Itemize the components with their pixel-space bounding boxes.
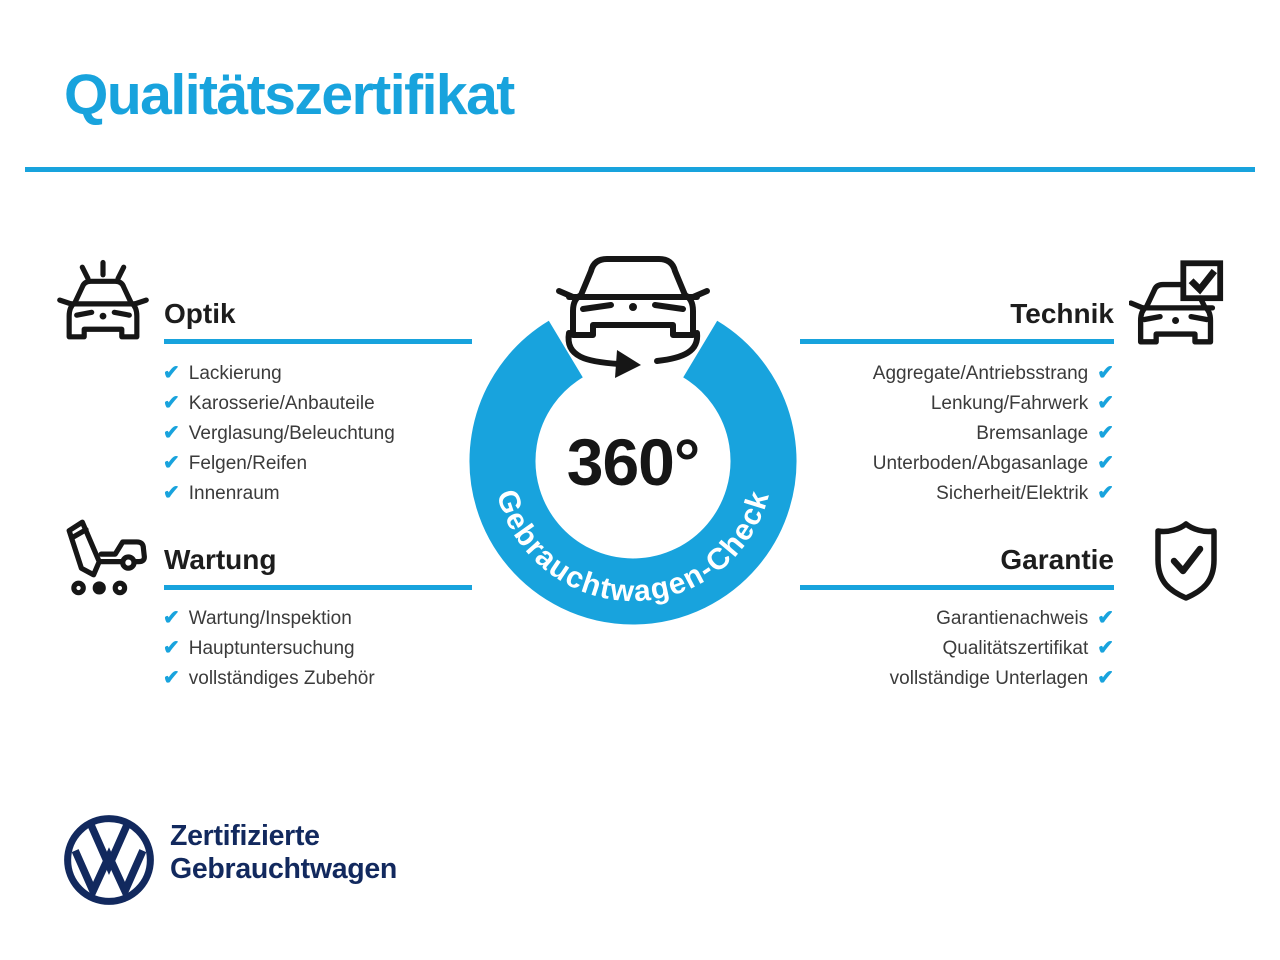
list-item-label: Lackierung (188, 363, 282, 384)
list-item: ✔ vollständige Unterlagen (754, 664, 1114, 694)
ring-shape (469, 320, 797, 625)
check-icon: ✔ (163, 452, 180, 474)
check-icon: ✔ (163, 482, 180, 504)
checklist-wartung: ✔ Wartung/Inspektion ✔ Hauptuntersuchung… (163, 604, 493, 694)
brand-line2: Gebrauchtwagen (170, 853, 398, 885)
section-underline-technik (800, 339, 1114, 344)
list-item-label: Garantienachweis (936, 608, 1089, 629)
check-icon: ✔ (1097, 607, 1114, 629)
list-item: ✔ Wartung/Inspektion (163, 604, 493, 634)
check-icon: ✔ (1097, 637, 1114, 659)
section-title-garantie: Garantie (1000, 544, 1114, 575)
list-item-label: Qualitätszertifikat (942, 638, 1089, 659)
list-item-label: Lenkung/Fahrwerk (930, 393, 1089, 414)
list-item-label: Wartung/Inspektion (188, 608, 352, 629)
section-underline-optik (164, 339, 472, 344)
list-item: ✔ Qualitätszertifikat (754, 634, 1115, 664)
list-item-label: Aggregate/Antriebsstrang (872, 363, 1089, 384)
list-item-label: vollständiges Zubehör (188, 668, 375, 689)
check-icon: ✔ (163, 422, 180, 444)
shield-check-icon (1145, 518, 1227, 604)
list-item-label: Bremsanlage (976, 423, 1089, 444)
car-checkbox-icon (1129, 258, 1226, 350)
list-item: ✔ Lackierung (163, 359, 493, 389)
check-icon: ✔ (163, 392, 180, 414)
badge-360-check: Gebrauchtwagen-Check 360° (453, 241, 813, 641)
checklist-optik: ✔ Lackierung ✔ Karosserie/Anbauteile ✔ V… (163, 359, 493, 509)
check-icon: ✔ (163, 667, 180, 689)
list-item: ✔ Bremsanlage (754, 419, 1114, 449)
vw-logo (62, 813, 156, 907)
brand-line1: Zertifizierte (170, 820, 320, 852)
page-title: Qualitätszertifikat (64, 63, 515, 127)
checklist-garantie: ✔ Garantienachweis ✔ Qualitätszertifikat… (754, 604, 1114, 694)
check-icon: ✔ (1097, 452, 1114, 474)
checklist-technik: ✔ Aggregate/Antriebsstrang ✔ Lenkung/Fah… (754, 359, 1114, 509)
list-item: ✔ Innenraum (163, 479, 493, 509)
shining-car-icon (56, 256, 150, 348)
list-item-label: Sicherheit/Elektrik (936, 483, 1089, 504)
list-item: ✔ Unterboden/Abgasanlage (754, 449, 1114, 479)
brand-claim: Zertifizierte Gebrauchtwagen (170, 820, 397, 886)
list-item: ✔ Verglasung/Beleuchtung (163, 419, 493, 449)
list-item: ✔ Hauptuntersuchung (163, 634, 493, 664)
check-icon: ✔ (1097, 482, 1114, 504)
header-divider (25, 167, 1255, 172)
list-item-label: Unterboden/Abgasanlage (872, 453, 1089, 474)
list-item: ✔ Felgen/Reifen (163, 449, 493, 479)
section-title-wartung: Wartung (164, 544, 277, 575)
section-underline-garantie (800, 585, 1114, 590)
list-item-label: vollständige Unterlagen (889, 668, 1089, 689)
badge-value: 360° (567, 425, 700, 499)
rotating-car-icon (556, 256, 710, 378)
check-icon: ✔ (1097, 667, 1114, 689)
check-icon: ✔ (1097, 392, 1114, 414)
check-icon: ✔ (163, 607, 180, 629)
service-checklist-icon (56, 511, 150, 601)
check-icon: ✔ (1097, 422, 1114, 444)
list-item-label: Karosserie/Anbauteile (188, 393, 375, 414)
check-icon: ✔ (163, 362, 180, 384)
list-item: ✔ Sicherheit/Elektrik (754, 479, 1114, 509)
list-item: ✔ Aggregate/Antriebsstrang (754, 359, 1114, 389)
list-item: ✔ Lenkung/Fahrwerk (754, 389, 1114, 419)
section-underline-wartung (164, 585, 472, 590)
list-item-label: Innenraum (188, 483, 280, 504)
list-item-label: Verglasung/Beleuchtung (188, 423, 395, 444)
list-item: ✔ vollständiges Zubehör (163, 664, 493, 694)
list-item-label: Felgen/Reifen (188, 453, 308, 474)
section-title-optik: Optik (164, 298, 236, 329)
check-icon: ✔ (163, 637, 180, 659)
section-title-technik: Technik (1010, 298, 1114, 329)
check-icon: ✔ (1097, 362, 1114, 384)
list-item: ✔ Garantienachweis (754, 604, 1114, 634)
list-item: ✔ Karosserie/Anbauteile (163, 389, 493, 419)
list-item-label: Hauptuntersuchung (188, 638, 355, 659)
